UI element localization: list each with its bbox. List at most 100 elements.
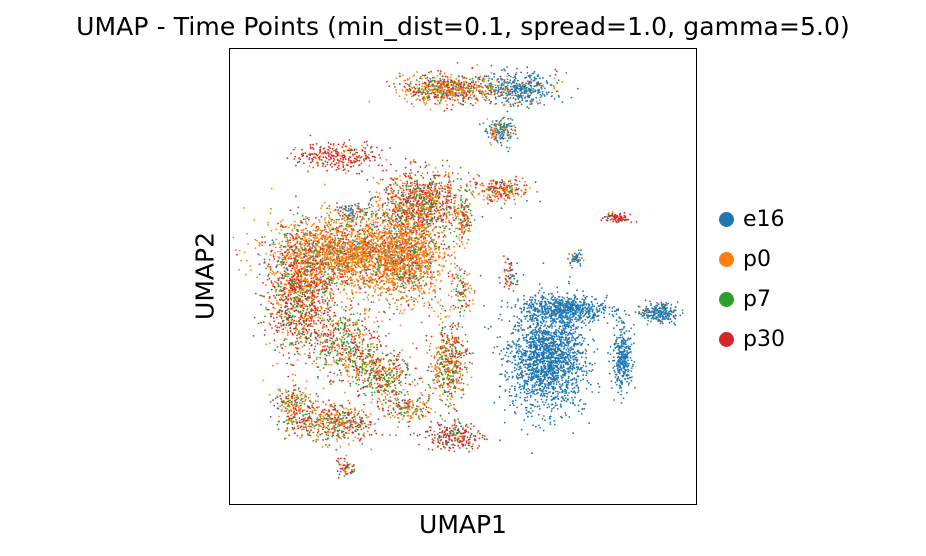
point-e16 (566, 394, 569, 397)
point-p30 (423, 187, 425, 190)
point-e16 (608, 372, 611, 375)
point-p7 (415, 79, 418, 81)
point-p30 (447, 175, 450, 178)
point-e16 (534, 299, 537, 302)
point-e16 (525, 363, 527, 365)
point-e16 (668, 315, 670, 318)
point-p7 (432, 83, 435, 86)
point-e16 (557, 363, 560, 366)
point-e16 (540, 87, 543, 90)
point-e16 (554, 358, 556, 360)
point-e16 (569, 311, 572, 313)
point-p0 (509, 105, 512, 108)
point-e16 (619, 366, 622, 369)
point-e16 (541, 401, 544, 403)
point-e16 (590, 306, 593, 309)
point-e16 (526, 383, 529, 386)
point-e16 (552, 299, 555, 301)
point-p0 (406, 83, 409, 86)
point-p7 (427, 218, 429, 221)
point-e16 (535, 96, 538, 99)
point-p30 (409, 195, 411, 198)
point-e16 (538, 424, 540, 427)
point-p7 (415, 195, 418, 198)
point-e16 (519, 100, 521, 103)
point-e16 (517, 88, 520, 90)
point-p30 (374, 196, 377, 198)
point-e16 (560, 331, 563, 334)
point-e16 (499, 335, 502, 338)
point-e16 (670, 320, 673, 323)
point-e16 (617, 369, 619, 372)
point-e16 (564, 304, 566, 307)
point-e16 (541, 417, 544, 420)
point-e16 (585, 350, 588, 352)
point-e16 (608, 313, 611, 315)
point-p30 (388, 85, 391, 87)
point-e16 (547, 311, 550, 313)
point-e16 (570, 96, 573, 99)
point-p7 (395, 201, 397, 203)
point-e16 (558, 362, 561, 364)
point-e16 (663, 306, 666, 309)
point-e16 (569, 325, 572, 328)
point-e16 (535, 383, 538, 386)
point-e16 (551, 353, 554, 356)
point-e16 (620, 369, 623, 371)
point-e16 (541, 307, 544, 309)
point-e16 (667, 302, 669, 305)
point-e16 (539, 426, 542, 429)
point-e16 (674, 323, 677, 326)
point-p30 (413, 200, 415, 203)
point-e16 (487, 75, 490, 77)
point-e16 (548, 416, 551, 419)
point-p30 (399, 75, 401, 78)
point-p7 (404, 209, 407, 212)
point-p0 (492, 131, 494, 134)
point-p0 (405, 89, 408, 92)
point-p0 (516, 101, 518, 104)
point-p0 (490, 93, 493, 96)
point-p30 (653, 310, 656, 313)
point-p30 (450, 83, 453, 86)
point-p0 (463, 90, 466, 92)
point-p0 (435, 196, 438, 199)
point-e16 (570, 308, 573, 311)
point-p30 (427, 184, 429, 187)
point-p0 (501, 91, 504, 93)
point-e16 (574, 358, 577, 361)
point-e16 (500, 319, 503, 321)
point-e16 (551, 91, 553, 94)
point-p0 (433, 76, 436, 79)
point-e16 (511, 91, 514, 94)
point-e16 (618, 379, 621, 382)
point-e16 (555, 346, 557, 349)
point-p0 (404, 90, 407, 93)
point-e16 (606, 294, 608, 297)
point-e16 (656, 308, 658, 311)
point-e16 (536, 303, 538, 305)
point-p30 (409, 161, 412, 164)
point-p7 (506, 81, 508, 84)
point-e16 (612, 356, 615, 359)
point-e16 (508, 74, 510, 77)
point-p0 (438, 187, 440, 190)
point-e16 (541, 380, 544, 383)
point-e16 (508, 388, 511, 391)
point-e16 (515, 90, 518, 92)
point-e16 (573, 361, 575, 364)
point-p30 (494, 137, 497, 140)
point-e16 (537, 319, 539, 322)
point-e16 (585, 374, 588, 377)
point-e16 (615, 340, 618, 343)
point-p30 (445, 200, 448, 203)
point-e16 (516, 376, 518, 379)
point-p30 (509, 93, 511, 96)
point-p30 (435, 207, 438, 210)
point-e16 (540, 330, 542, 333)
point-e16 (517, 300, 519, 302)
point-e16 (570, 298, 573, 300)
point-e16 (579, 306, 582, 309)
point-e16 (441, 187, 444, 190)
point-e16 (650, 304, 652, 306)
